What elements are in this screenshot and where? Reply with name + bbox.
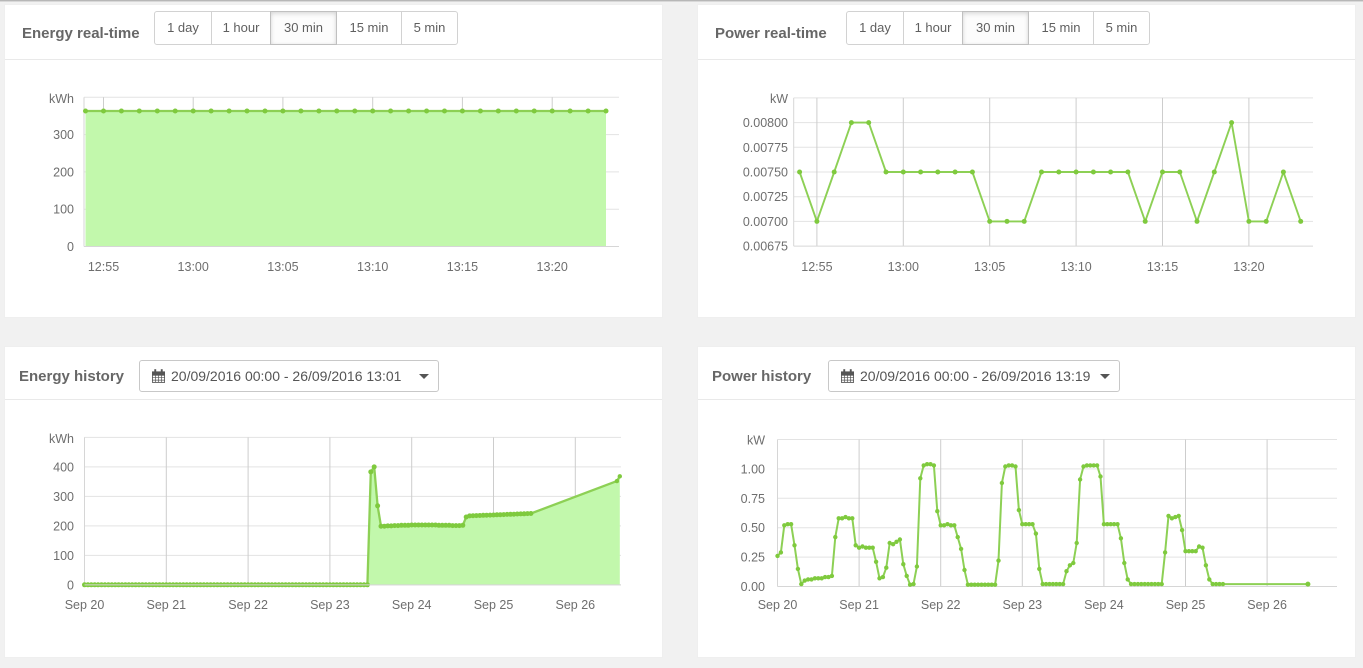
svg-text:0.00725: 0.00725	[743, 190, 788, 204]
svg-text:13:05: 13:05	[267, 260, 298, 274]
svg-text:100: 100	[53, 203, 74, 217]
svg-text:200: 200	[53, 519, 74, 533]
svg-text:100: 100	[53, 549, 74, 563]
svg-text:400: 400	[53, 460, 74, 474]
svg-text:0.25: 0.25	[741, 551, 765, 565]
svg-text:1.00: 1.00	[741, 462, 765, 476]
svg-text:Sep 20: Sep 20	[65, 598, 105, 612]
svg-text:13:05: 13:05	[974, 260, 1005, 274]
svg-text:200: 200	[53, 165, 74, 179]
svg-text:Sep 21: Sep 21	[839, 598, 879, 612]
svg-text:kWh: kWh	[49, 92, 74, 106]
svg-text:Sep 24: Sep 24	[1084, 598, 1124, 612]
svg-text:Sep 22: Sep 22	[921, 598, 961, 612]
svg-text:Sep 24: Sep 24	[392, 598, 432, 612]
svg-text:Sep 20: Sep 20	[758, 598, 798, 612]
svg-text:kWh: kWh	[49, 432, 74, 446]
svg-text:0.75: 0.75	[741, 492, 765, 506]
svg-text:Sep 22: Sep 22	[228, 598, 268, 612]
svg-text:0.00750: 0.00750	[743, 166, 788, 180]
svg-text:300: 300	[53, 490, 74, 504]
svg-text:0.00675: 0.00675	[743, 240, 788, 254]
svg-text:13:10: 13:10	[1060, 260, 1091, 274]
svg-text:0: 0	[67, 578, 74, 592]
svg-text:0.00: 0.00	[741, 580, 765, 594]
svg-text:13:20: 13:20	[1233, 260, 1264, 274]
svg-text:0: 0	[67, 240, 74, 254]
svg-text:13:10: 13:10	[357, 260, 388, 274]
svg-text:13:00: 13:00	[178, 260, 209, 274]
svg-text:13:15: 13:15	[447, 260, 478, 274]
svg-text:13:20: 13:20	[537, 260, 568, 274]
svg-text:Sep 25: Sep 25	[474, 598, 514, 612]
svg-text:0.00800: 0.00800	[743, 116, 788, 130]
svg-text:Sep 25: Sep 25	[1166, 598, 1206, 612]
svg-text:0.00775: 0.00775	[743, 141, 788, 155]
svg-text:0.50: 0.50	[741, 521, 765, 535]
svg-text:Sep 21: Sep 21	[146, 598, 186, 612]
svg-text:Sep 26: Sep 26	[555, 598, 595, 612]
svg-text:0.00700: 0.00700	[743, 215, 788, 229]
svg-text:Sep 23: Sep 23	[310, 598, 350, 612]
svg-text:13:00: 13:00	[888, 260, 919, 274]
svg-text:300: 300	[53, 128, 74, 142]
svg-text:kW: kW	[770, 92, 788, 106]
svg-text:Sep 23: Sep 23	[1002, 598, 1042, 612]
svg-text:Sep 26: Sep 26	[1247, 598, 1287, 612]
svg-text:13:15: 13:15	[1147, 260, 1178, 274]
svg-text:kW: kW	[747, 434, 765, 448]
svg-text:12:55: 12:55	[801, 260, 832, 274]
svg-text:12:55: 12:55	[88, 260, 119, 274]
